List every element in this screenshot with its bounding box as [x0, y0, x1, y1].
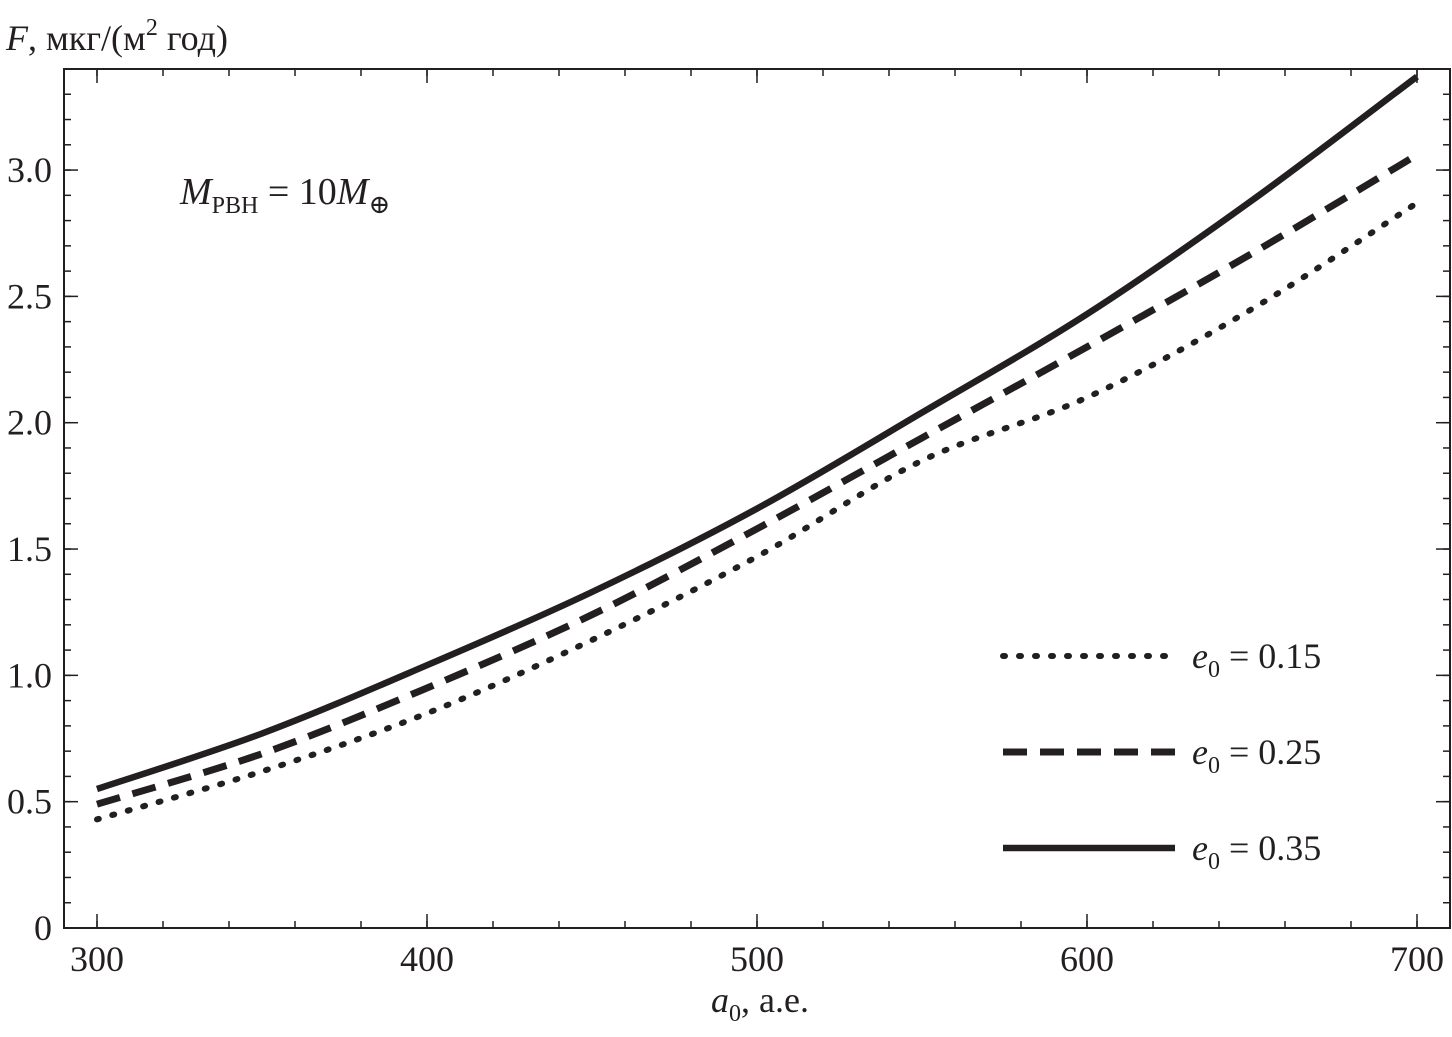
annotation-eq: = 10 — [258, 171, 336, 213]
x-axis-label-sub: 0 — [729, 1001, 741, 1027]
series-line-e0-035 — [95, 73, 1419, 793]
legend-label: e0 = 0.15 — [1192, 636, 1321, 683]
x-axis-label: a0, а.е. — [711, 980, 809, 1027]
y-tick-label: 0 — [34, 908, 52, 948]
y-axis-label: F, мкг/(м2 год) — [5, 15, 228, 58]
series-line-e0-025 — [95, 151, 1419, 808]
legend-label: e0 = 0.35 — [1192, 828, 1321, 875]
x-axis-label-unit: , а.е. — [741, 980, 809, 1020]
annotation-var2: M — [336, 171, 371, 213]
y-tick-label: 2.0 — [7, 403, 52, 443]
y-axis-label-sup: 2 — [146, 15, 158, 41]
y-axis-label-var: F — [5, 18, 29, 58]
x-tick-label: 400 — [400, 939, 454, 979]
x-tick-label: 700 — [1390, 939, 1444, 979]
y-tick-label: 0.5 — [7, 782, 52, 822]
y-axis-label-unit-end: год) — [158, 18, 228, 58]
y-tick-label: 2.5 — [7, 276, 52, 316]
legend-label: e0 = 0.25 — [1192, 732, 1321, 779]
y-tick-label: 1.0 — [7, 655, 52, 695]
plot-area: 300 400 500 600 700 0 0.5 1.0 1.5 2.0 2.5 3.0 e0 = 0… — [7, 68, 1451, 979]
annotation-var: M — [179, 171, 214, 213]
y-tick-label: 3.0 — [7, 150, 52, 190]
x-tick-label: 500 — [730, 939, 784, 979]
y-axis-label-unit: , мкг/(м — [28, 18, 146, 58]
x-axis-label-var: a — [711, 980, 729, 1020]
series-line-e0-015 — [94, 199, 1420, 823]
x-tick-label: 300 — [70, 939, 124, 979]
annotation-sub: PBH — [212, 193, 259, 219]
annotation-sub2: ⊕ — [368, 190, 390, 219]
x-tick-label: 600 — [1060, 939, 1114, 979]
y-tick-label: 1.5 — [7, 529, 52, 569]
mass-annotation: MPBH = 10M⊕ — [179, 171, 390, 219]
